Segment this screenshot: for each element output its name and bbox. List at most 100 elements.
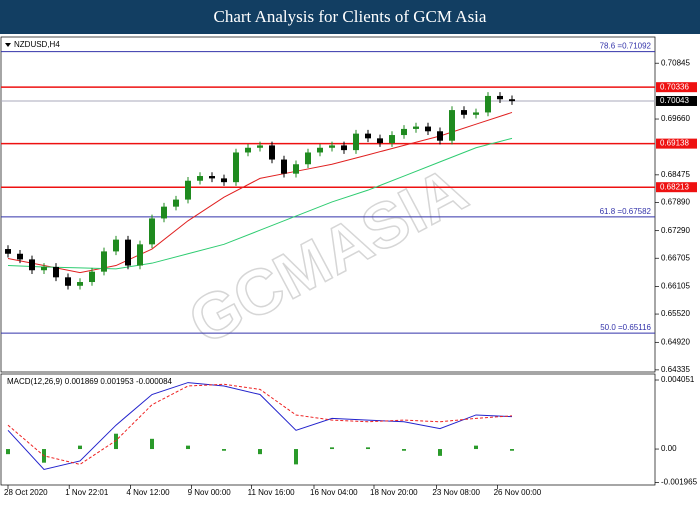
macd-histogram bbox=[330, 447, 334, 450]
macd-histogram bbox=[186, 445, 190, 450]
candle-body bbox=[485, 95, 491, 113]
y-tick-label: 0.66105 bbox=[661, 282, 690, 291]
candle-body bbox=[341, 145, 347, 151]
candle-body bbox=[425, 126, 431, 132]
x-tick-label: 4 Nov 12:00 bbox=[126, 488, 170, 497]
level-label: 0.70336 bbox=[660, 82, 689, 91]
y-tick-label: 0.66705 bbox=[661, 253, 690, 262]
macd-histogram bbox=[222, 449, 226, 451]
candle-body bbox=[173, 199, 179, 207]
x-tick-label: 9 Nov 00:00 bbox=[188, 488, 232, 497]
candle-body bbox=[29, 259, 35, 271]
macd-pane bbox=[0, 373, 656, 486]
candle-body bbox=[257, 145, 263, 148]
level-label: 0.68213 bbox=[660, 182, 689, 191]
macd-histogram bbox=[366, 447, 370, 450]
level-label: 61.8 =0.67582 bbox=[600, 207, 652, 216]
candle-body bbox=[377, 138, 383, 144]
y-tick-label: 0.64335 bbox=[661, 365, 690, 374]
macd-histogram bbox=[438, 449, 442, 456]
candle-body bbox=[101, 251, 107, 272]
macd-histogram bbox=[510, 449, 514, 451]
y-tick-label: 0.69660 bbox=[661, 114, 690, 123]
candle-body bbox=[5, 249, 11, 254]
candle-body bbox=[509, 99, 515, 102]
x-tick-label: 23 Nov 08:00 bbox=[432, 488, 480, 497]
y-tick-label: 0.67890 bbox=[661, 198, 690, 207]
candle-body bbox=[137, 244, 143, 266]
level-box bbox=[656, 138, 697, 149]
candle-body bbox=[365, 133, 371, 139]
macd-histogram bbox=[150, 438, 154, 450]
candle-body bbox=[209, 176, 215, 179]
candle-body bbox=[245, 147, 251, 153]
candle-body bbox=[413, 126, 419, 129]
y-tick-label: 0.64920 bbox=[661, 337, 690, 346]
macd-histogram bbox=[294, 449, 298, 465]
candle-body bbox=[89, 271, 95, 283]
x-tick-label: 11 Nov 16:00 bbox=[248, 488, 296, 497]
y-tick-label: 0.67290 bbox=[661, 226, 690, 235]
candle-body bbox=[77, 282, 83, 286]
macd-histogram bbox=[6, 449, 10, 455]
candle-body bbox=[149, 218, 155, 245]
level-box bbox=[656, 182, 697, 193]
x-tick-label: 16 Nov 04:00 bbox=[310, 488, 358, 497]
x-tick-label: 26 Nov 00:00 bbox=[494, 488, 542, 497]
title: Chart Analysis for Clients of GCM Asia bbox=[214, 7, 487, 26]
macd-tick-label: -0.001965 bbox=[661, 478, 698, 487]
main-pane bbox=[0, 36, 656, 373]
symbol: NZDUSD,H4 bbox=[14, 40, 60, 49]
candle-body bbox=[353, 133, 359, 151]
candle-body bbox=[269, 145, 275, 160]
candle-body bbox=[461, 110, 467, 115]
candle-body bbox=[65, 277, 71, 286]
menu-arrow bbox=[5, 43, 11, 47]
macd-histogram bbox=[78, 445, 82, 450]
macd-histogram bbox=[258, 449, 262, 455]
candle-body bbox=[389, 135, 395, 144]
level-label: 78.6 =0.71092 bbox=[600, 42, 652, 51]
candle-body bbox=[161, 206, 167, 219]
candle-body bbox=[125, 239, 131, 266]
macd-tick-label: 0.004051 bbox=[661, 375, 695, 384]
banner bbox=[0, 0, 700, 34]
macd-line bbox=[7, 382, 513, 471]
y-tick-label: 0.70845 bbox=[661, 58, 690, 67]
macd-histogram bbox=[114, 433, 118, 450]
candle-body bbox=[53, 266, 59, 278]
candle-body bbox=[449, 110, 455, 141]
macd-label: MACD(12,26,9) 0.001869 0.001953 -0.00008… bbox=[7, 377, 173, 386]
level-label: 0.70043 bbox=[660, 96, 689, 105]
candle-body bbox=[281, 159, 287, 174]
level-box bbox=[656, 82, 697, 93]
level-label: 50.0 =0.65116 bbox=[600, 323, 651, 332]
macd-line bbox=[7, 383, 513, 465]
candle-body bbox=[305, 152, 311, 165]
level-box bbox=[656, 95, 697, 106]
x-tick-label: 28 Oct 2020 bbox=[4, 488, 48, 497]
x-tick-label: 1 Nov 22:01 bbox=[65, 488, 109, 497]
macd-histogram bbox=[402, 449, 406, 451]
candle-body bbox=[233, 152, 239, 183]
level-label: 0.69138 bbox=[660, 139, 689, 148]
x-tick-label: 18 Nov 20:00 bbox=[370, 488, 418, 497]
candle-body bbox=[329, 145, 335, 148]
macd-histogram bbox=[474, 445, 478, 450]
candle-body bbox=[41, 266, 47, 271]
candle-body bbox=[197, 176, 203, 181]
candle-body bbox=[293, 164, 299, 174]
candle-body bbox=[113, 239, 119, 252]
candle-body bbox=[497, 95, 503, 100]
y-tick-label: 0.65520 bbox=[661, 309, 690, 318]
candle-body bbox=[437, 131, 443, 141]
candle-body bbox=[185, 180, 191, 200]
y-tick-label: 0.68475 bbox=[661, 170, 690, 179]
watermark: GCMASIA bbox=[177, 153, 478, 358]
macd-tick-label: 0.00 bbox=[661, 444, 677, 453]
candle-body bbox=[473, 112, 479, 115]
candle-body bbox=[317, 147, 323, 153]
candle-body bbox=[401, 128, 407, 136]
candle-body bbox=[17, 253, 23, 260]
